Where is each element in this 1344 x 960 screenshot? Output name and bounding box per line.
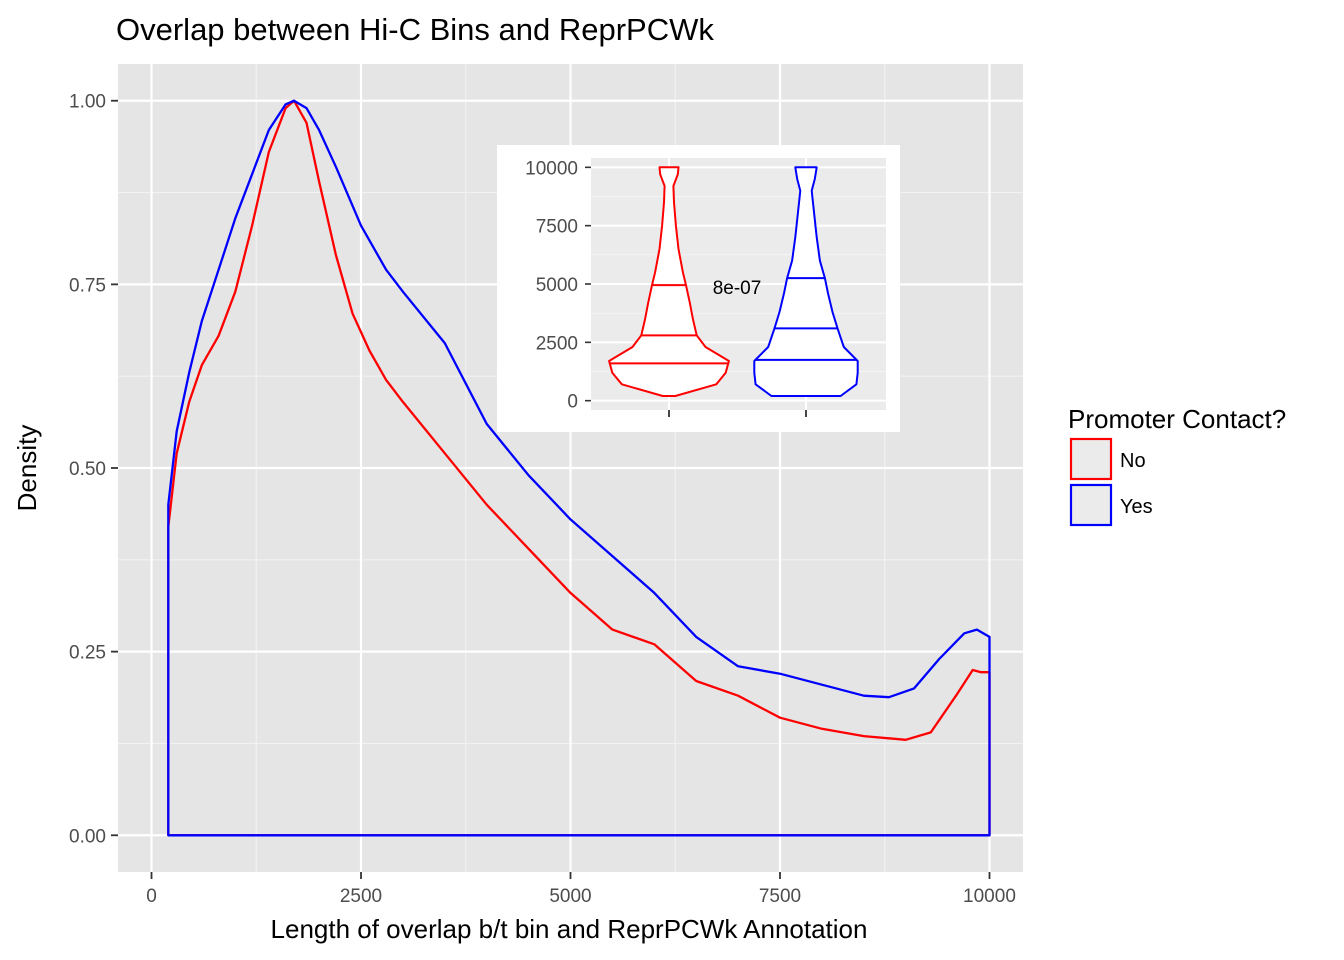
legend-title: Promoter Contact? (1068, 404, 1286, 434)
inset-violins (608, 166, 859, 397)
inset-violin-plot: 0 2500 5000 7500 10000 8e-07 (497, 145, 900, 432)
inset-y-tick-label: 0 (567, 392, 578, 413)
y-tick-label: 0.75 (69, 275, 106, 296)
x-tick-label: 7500 (759, 886, 801, 907)
inset-x-axis-ticks (668, 410, 807, 417)
x-axis-ticks: 0 2500 5000 7500 10000 (146, 872, 1016, 907)
inset-y-tick-label: 7500 (536, 217, 578, 238)
p-value-annotation: 8e-07 (713, 278, 762, 299)
legend-entries: No Yes (1069, 437, 1153, 527)
density-line-yes (167, 99, 991, 837)
legend-swatch-no (1069, 437, 1113, 481)
y-tick-label: 0.00 (69, 826, 106, 847)
inset-y-tick-label: 2500 (536, 333, 578, 354)
inset-y-tick-label: 10000 (525, 158, 578, 179)
inset-y-axis-ticks: 0 2500 5000 7500 10000 (525, 158, 591, 413)
legend-label-yes: Yes (1120, 496, 1153, 518)
x-tick-label: 2500 (340, 886, 382, 907)
y-tick-label: 1.00 (69, 92, 106, 113)
y-axis-title: Density (12, 425, 42, 512)
x-tick-label: 5000 (549, 886, 591, 907)
x-tick-label: 0 (146, 886, 157, 907)
legend-swatch-yes (1069, 483, 1113, 527)
density-series (167, 99, 991, 837)
violin-no (608, 166, 730, 397)
x-axis-title: Length of overlap b/t bin and ReprPCWk A… (271, 914, 868, 944)
density-line-no (167, 99, 991, 837)
legend-label-no: No (1120, 450, 1146, 472)
y-tick-label: 0.25 (69, 643, 106, 664)
inset-y-tick-label: 5000 (536, 275, 578, 296)
x-tick-label: 10000 (963, 886, 1016, 907)
y-axis-ticks: 0.00 0.25 0.50 0.75 1.00 (69, 92, 118, 847)
y-tick-label: 0.50 (69, 459, 106, 480)
legend: Promoter Contact? No Yes (1068, 404, 1286, 527)
chart-title: Overlap between Hi-C Bins and ReprPCWk (116, 12, 714, 47)
